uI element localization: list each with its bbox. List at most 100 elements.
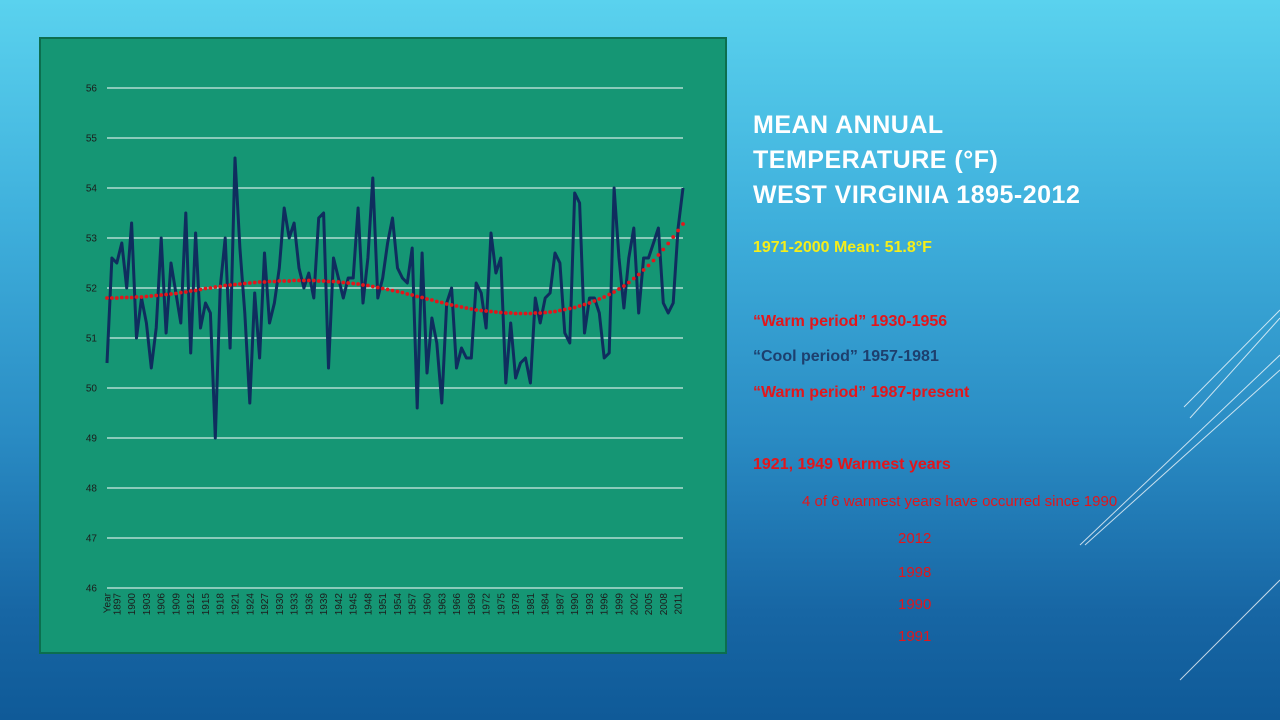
trend-point (459, 305, 464, 309)
trend-point (626, 280, 631, 285)
warm-year-1: 2012 (898, 530, 932, 547)
x-tick-label: 1933 (290, 593, 301, 616)
x-tick-label: 1912 (186, 593, 197, 616)
trend-point (636, 272, 641, 277)
x-tick-label: 1954 (393, 593, 404, 616)
warm-year-3: 1990 (898, 596, 932, 613)
trend-point (405, 292, 410, 296)
x-tick-label: 1921 (231, 593, 242, 616)
x-tick-label: 1999 (615, 593, 626, 616)
warmest-years-note: 1921, 1949 Warmest years (753, 456, 951, 473)
trend-point (395, 289, 400, 294)
trend-point (498, 310, 503, 315)
trend-point (646, 263, 651, 268)
trend-point (375, 285, 380, 290)
trend-point (154, 293, 159, 298)
y-tick-label: 53 (86, 234, 98, 245)
x-tick-label: Year (103, 592, 114, 613)
x-tick-label: 1945 (349, 593, 360, 616)
x-tick-label: 1900 (127, 593, 138, 616)
y-tick-label: 46 (86, 584, 98, 595)
x-tick-label: 1906 (157, 593, 168, 616)
temperature-series-line (105, 156, 685, 440)
trend-point (114, 296, 119, 300)
trend-point (228, 283, 233, 287)
trend-point (489, 309, 493, 314)
trend-point (306, 278, 311, 283)
x-tick-label: 1897 (112, 593, 123, 616)
x-tick-label: 2005 (644, 593, 655, 616)
x-tick-label: 1996 (600, 593, 611, 616)
trend-point (233, 282, 237, 287)
x-tick-label: 1981 (526, 593, 537, 616)
y-tick-label: 49 (86, 434, 98, 445)
recent-warmest-note: 4 of 6 warmest years have occurred since… (802, 493, 1118, 510)
x-tick-label: 1987 (555, 593, 566, 616)
trend-point (558, 308, 562, 313)
x-tick-label: 1972 (482, 593, 493, 616)
trend-point (302, 278, 306, 283)
x-tick-label: 2002 (629, 593, 640, 616)
x-tick-label: 1951 (378, 593, 389, 616)
cool-period-note: “Cool period” 1957-1981 (753, 348, 939, 365)
trend-point (390, 288, 395, 293)
trend-point (444, 302, 449, 306)
y-tick-label: 55 (86, 134, 98, 145)
warm-year-4: 1991 (898, 628, 932, 645)
y-tick-label: 56 (86, 84, 98, 95)
trend-point (385, 287, 390, 292)
trend-point (134, 295, 139, 299)
trend-point (449, 303, 454, 307)
trend-point (597, 297, 602, 301)
trend-point (543, 310, 548, 315)
x-tick-label: 1990 (570, 593, 581, 616)
x-tick-label: 1975 (496, 593, 507, 616)
trend-point (247, 281, 252, 285)
trend-point (188, 289, 193, 293)
trend-point (503, 311, 508, 315)
trend-point (425, 297, 429, 301)
trend-point (528, 311, 533, 316)
x-tick-label: 1984 (541, 593, 552, 616)
trend-point (311, 278, 316, 283)
x-tick-label: 1978 (511, 593, 522, 616)
trend-point (321, 279, 326, 283)
trend-point (651, 258, 656, 263)
trend-point (656, 253, 661, 257)
trend-point (267, 279, 272, 284)
trend-point (523, 311, 528, 316)
trend-point (169, 292, 173, 296)
trend-point (262, 280, 267, 284)
trend-point (681, 222, 685, 226)
trend-point (346, 281, 351, 285)
trend-point (124, 295, 129, 300)
x-tick-label: 1963 (437, 593, 448, 616)
warm-period-2-note: “Warm period” 1987-present (753, 384, 970, 401)
trend-point (582, 302, 587, 307)
trend-point (631, 276, 636, 281)
trend-point (282, 279, 287, 283)
trend-point (292, 278, 296, 283)
trend-point (479, 308, 484, 313)
trend-point (252, 280, 257, 285)
y-tick-label: 52 (86, 284, 98, 295)
trend-point (331, 279, 336, 284)
trend-point (139, 295, 144, 299)
x-tick-label: 2008 (659, 593, 670, 616)
trend-point (469, 307, 474, 311)
trend-point (223, 283, 228, 288)
trend-point (434, 299, 439, 304)
x-tick-label: 1942 (334, 593, 345, 616)
trend-point (548, 310, 552, 314)
x-tick-label: 1993 (585, 593, 596, 616)
trend-point (587, 301, 592, 305)
trend-point (287, 279, 292, 283)
trend-point (464, 306, 469, 310)
trend-point (454, 304, 459, 308)
y-axis-ticks: 46 47 48 49 50 51 52 53 54 55 56 (86, 84, 98, 595)
warm-period-1-note: “Warm period” 1930-1956 (753, 313, 948, 330)
trend-point (513, 311, 518, 316)
mean-note: 1971-2000 Mean: 51.8°F (753, 239, 932, 256)
trend-point (159, 293, 164, 297)
